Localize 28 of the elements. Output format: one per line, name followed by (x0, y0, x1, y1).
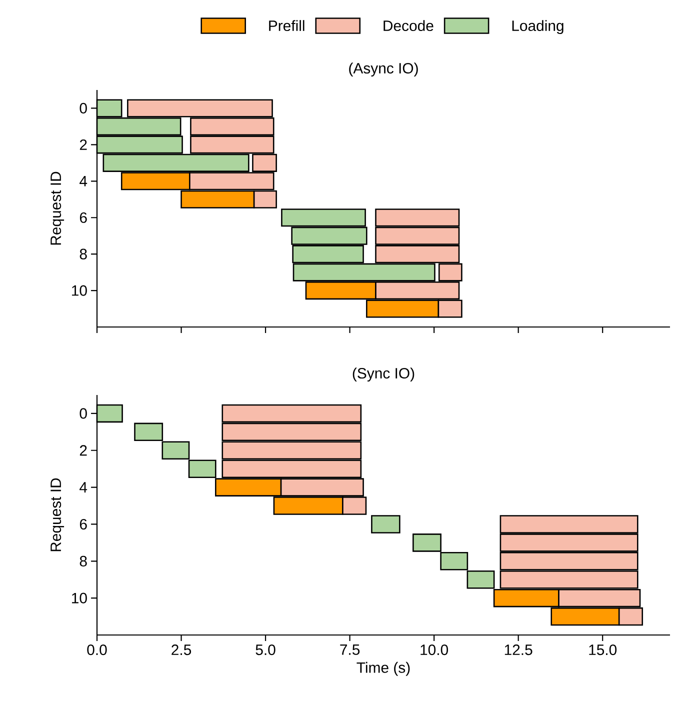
y-tick-label: 0 (80, 408, 87, 419)
chart-title: (Async IO) (349, 62, 418, 77)
y-tick-label: 4 (80, 176, 88, 186)
y-tick-label: 10 (72, 285, 87, 296)
x-tick-label: 10.0 (420, 644, 448, 656)
y-tick-label: 4 (80, 482, 88, 492)
y-axis-title: Request ID (50, 172, 64, 245)
x-tick-label: 5.0 (256, 644, 276, 656)
x-tick-label: 7.5 (340, 644, 360, 655)
x-tick-label: 2.5 (172, 644, 192, 656)
y-tick-label: 2 (80, 445, 87, 456)
y-tick-label: 0 (80, 102, 87, 114)
chart-title: (Sync IO) (352, 368, 414, 382)
y-tick-label: 8 (80, 248, 87, 260)
y-tick-label: 6 (80, 212, 87, 223)
x-axis-title: Time (s) (356, 662, 410, 676)
x-tick-label: 12.5 (504, 644, 532, 656)
legend-label: Prefill (269, 20, 304, 32)
x-tick-label: 0.0 (87, 644, 107, 656)
y-axis-title: Request ID (50, 478, 64, 552)
y-tick-label: 6 (80, 518, 87, 530)
legend-label: Loading (512, 20, 564, 34)
y-tick-label: 8 (80, 556, 87, 566)
bar (371, 515, 400, 534)
x-tick-label: 15.0 (589, 644, 617, 656)
y-tick-label: 10 (72, 592, 87, 604)
legend-label: Decode (384, 20, 434, 32)
y-tick-label: 2 (80, 139, 87, 150)
